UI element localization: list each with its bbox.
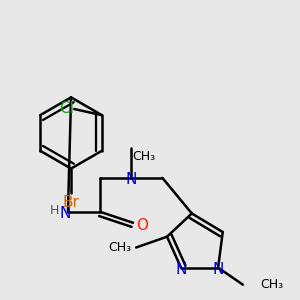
Text: N: N xyxy=(60,206,71,221)
Text: Br: Br xyxy=(63,195,80,210)
Text: H: H xyxy=(49,204,59,218)
Text: CH₃: CH₃ xyxy=(132,150,155,163)
Text: N: N xyxy=(126,172,137,187)
Text: Cl: Cl xyxy=(59,101,74,116)
Text: N: N xyxy=(212,262,224,277)
Text: CH₃: CH₃ xyxy=(260,278,283,291)
Text: O: O xyxy=(136,218,148,233)
Text: N: N xyxy=(175,262,187,277)
Text: CH₃: CH₃ xyxy=(108,241,131,254)
